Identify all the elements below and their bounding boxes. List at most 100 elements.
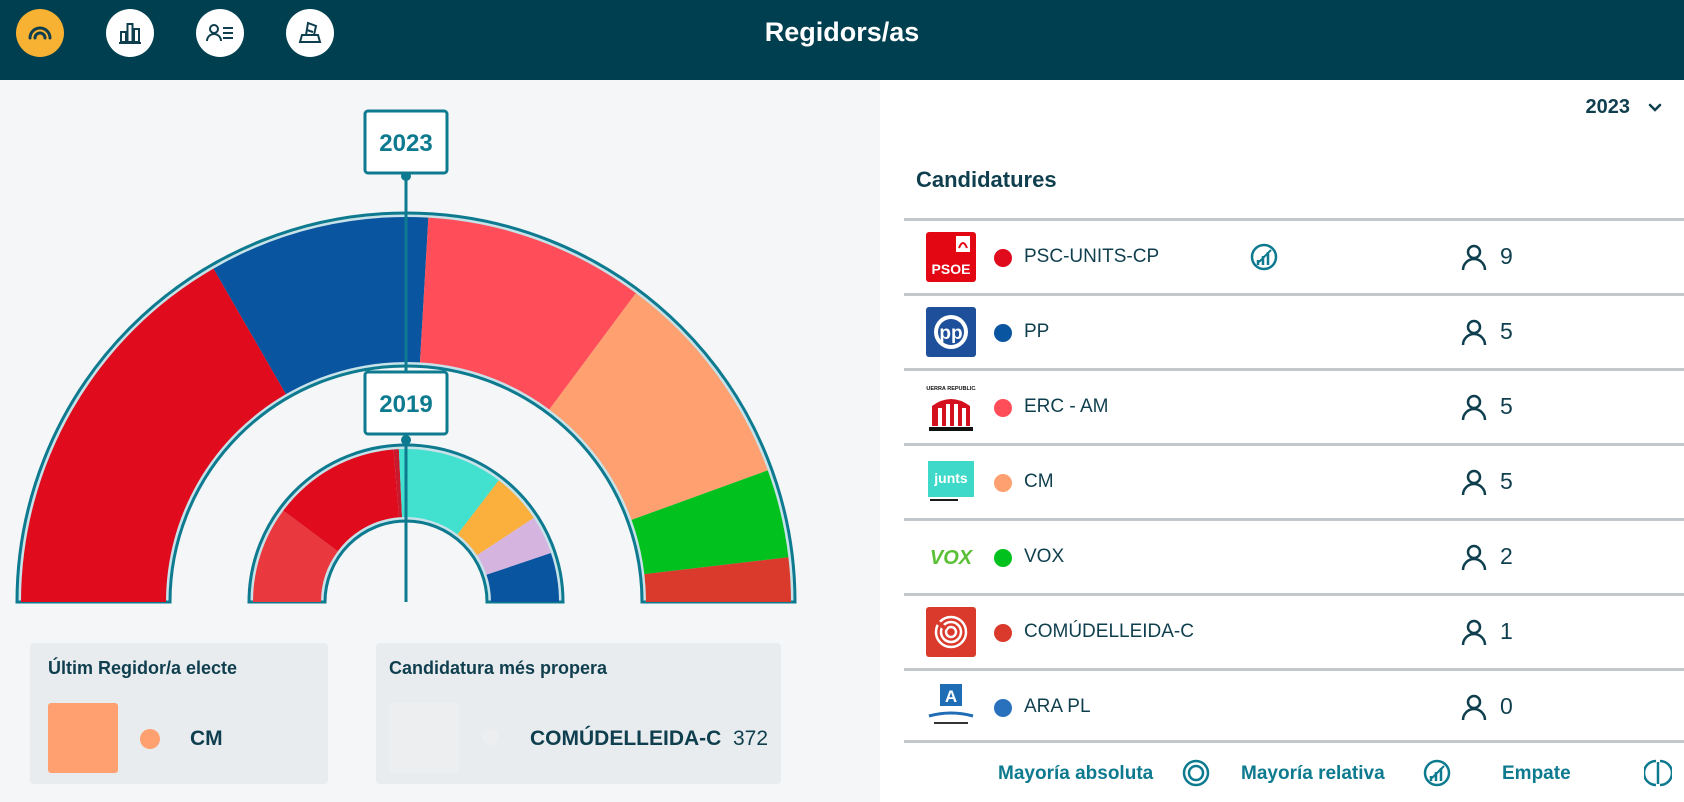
- hemicycle-segment[interactable]: [549, 293, 768, 520]
- person-icon: [1461, 244, 1487, 271]
- seat-count: 9: [1500, 243, 1513, 269]
- seat-count: 5: [1500, 468, 1513, 494]
- seat-count: 0: [1500, 693, 1513, 719]
- hemicycle-panel: 2023 2019 Últim Regidor/a electe CM Cand…: [0, 80, 880, 802]
- inner-year-label: 2019: [379, 391, 432, 418]
- candidature-row[interactable]: VOX VOX 2: [904, 518, 1684, 593]
- party-logo: ESQUERRA REPUBLICANA: [926, 382, 976, 432]
- party-logo: VOX: [926, 532, 976, 582]
- top-bar: Regidors/as: [0, 0, 1684, 80]
- seat-count: 1: [1500, 618, 1513, 644]
- party-name: CM: [1024, 471, 1054, 492]
- hemicycle-segment[interactable]: [486, 553, 559, 602]
- party-name: COMÚDELLEIDA-C: [1024, 621, 1194, 642]
- closest-party: COMÚDELLEIDA-C: [530, 727, 722, 750]
- year-select[interactable]: 2023: [1586, 96, 1663, 119]
- relative-majority-icon: [1423, 759, 1451, 787]
- hemicycle-view-button[interactable]: [16, 9, 64, 57]
- svg-text:PSOE: PSOE: [932, 261, 971, 277]
- hemicycle-segment[interactable]: [253, 510, 338, 602]
- party-name: ARA PL: [1024, 696, 1091, 717]
- seat-count: 2: [1500, 543, 1513, 569]
- outer-year-label: 2023: [379, 130, 432, 157]
- hemicycle-segment[interactable]: [398, 449, 499, 535]
- party-logo: PSOE: [926, 232, 976, 282]
- party-logo: [926, 607, 976, 657]
- party-color-dot: [994, 249, 1012, 267]
- hemicycle-segment[interactable]: [419, 217, 636, 410]
- year-select-value: 2023: [1585, 96, 1631, 118]
- outer-year-box: [363, 109, 449, 175]
- legend-absolute-label: Mayoría absoluta: [998, 763, 1154, 784]
- relative-majority-icon: [1250, 243, 1278, 271]
- hemicycle-segment[interactable]: [213, 216, 429, 395]
- closest-title: Candidatura més propera: [389, 658, 608, 678]
- last-elected-dot: [140, 729, 160, 749]
- last-elected-title: Últim Regidor/a electe: [48, 658, 238, 678]
- candidature-row[interactable]: COMÚDELLEIDA-C 1: [904, 593, 1684, 668]
- closest-candidature-card: Candidatura més propera COMÚDELLEIDA-C 3…: [376, 643, 781, 784]
- outer-ring-2023: [15, 211, 797, 604]
- person-icon: [1461, 319, 1487, 346]
- party-name: PSC-UNITS-CP: [1024, 246, 1160, 267]
- hemicycle-chart: 2023 2019: [15, 109, 797, 604]
- party-logo: A: [926, 682, 976, 732]
- hemicycle-icon: [28, 26, 52, 40]
- person-icon: [1461, 394, 1487, 421]
- candidatures-title: Candidatures: [916, 167, 1057, 192]
- candidature-row[interactable]: pp PP 5: [904, 293, 1684, 368]
- svg-text:A: A: [945, 687, 957, 706]
- candidature-row[interactable]: ESQUERRA REPUBLICANA ERC - AM 5: [904, 368, 1684, 443]
- page-title: Regidors/as: [764, 17, 920, 47]
- hemicycle-segment[interactable]: [457, 480, 534, 556]
- svg-text:pp: pp: [939, 323, 962, 344]
- hemicycle-segment[interactable]: [644, 557, 791, 602]
- candidature-row[interactable]: PSOE PSC-UNITS-CP 9: [904, 218, 1684, 293]
- candidate-list-view-button[interactable]: [196, 9, 244, 57]
- hemicycle-segment[interactable]: [283, 449, 400, 552]
- party-color-dot: [994, 324, 1012, 342]
- legend: Mayoría absoluta Mayoría relativa Empate: [880, 753, 1684, 793]
- closest-votes: 372: [733, 727, 769, 750]
- person-icon: [1461, 694, 1487, 721]
- party-name: VOX: [1024, 546, 1065, 567]
- hemicycle-segment[interactable]: [21, 268, 286, 602]
- party-logo: pp: [926, 307, 976, 357]
- party-color-dot: [994, 549, 1012, 567]
- hemicycle-segment[interactable]: [393, 449, 403, 518]
- candidatures-panel: 2023 Candidatures PSOE PSC-UNITS-CP 9 pp PP 5…: [880, 80, 1684, 802]
- ballot-box-view-button[interactable]: [286, 9, 334, 57]
- party-logo: junts: [926, 457, 976, 507]
- last-elected-card: Últim Regidor/a electe CM: [30, 643, 328, 784]
- bar-chart-icon: [119, 23, 141, 44]
- candidate-list-icon: [206, 24, 233, 42]
- candidature-row[interactable]: A ARA PL 0: [904, 668, 1684, 743]
- party-color-dot: [994, 624, 1012, 642]
- closest-dot: [482, 729, 498, 745]
- party-color-dot: [994, 474, 1012, 492]
- ballot-box-icon: [298, 21, 322, 43]
- svg-text:VOX: VOX: [930, 547, 974, 569]
- party-color-dot: [994, 699, 1012, 717]
- party-color-dot: [994, 399, 1012, 417]
- absolute-majority-icon: [1182, 759, 1210, 787]
- candidatures-list: PSOE PSC-UNITS-CP 9 pp PP 5 ESQUERRA REPUBLICA…: [904, 218, 1684, 743]
- tie-icon: [1644, 759, 1672, 787]
- seat-count: 5: [1500, 318, 1513, 344]
- person-icon: [1461, 544, 1487, 571]
- legend-relative-label: Mayoría relativa: [1241, 763, 1385, 784]
- person-icon: [1461, 469, 1487, 496]
- person-icon: [1461, 619, 1487, 646]
- party-name: PP: [1024, 321, 1050, 342]
- candidature-row[interactable]: junts CM 5: [904, 443, 1684, 518]
- inner-marker-dot: [401, 435, 411, 445]
- closest-swatch: [389, 703, 459, 773]
- party-name: ERC - AM: [1024, 396, 1109, 417]
- hemicycle-segment[interactable]: [631, 470, 789, 575]
- hemicycle-segment[interactable]: [477, 517, 551, 575]
- legend-tie-label: Empate: [1502, 763, 1571, 784]
- inner-year-box: [363, 370, 449, 436]
- svg-text:junts: junts: [933, 470, 968, 486]
- last-elected-swatch: [48, 703, 118, 773]
- bar-chart-view-button[interactable]: [106, 9, 154, 57]
